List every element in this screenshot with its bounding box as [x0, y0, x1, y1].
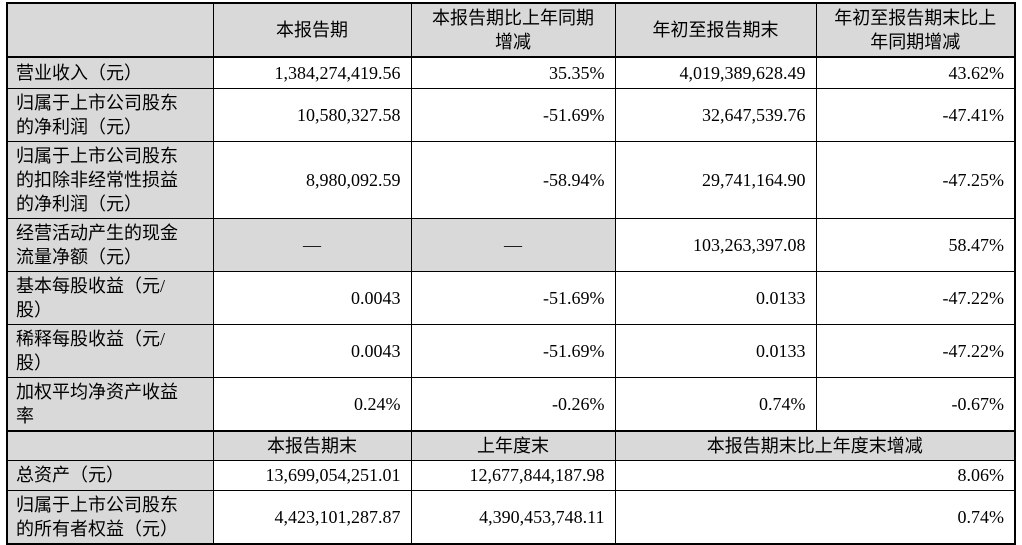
cell-yoy-change: 35.35% — [410, 56, 616, 89]
cell-yoy-change: -0.26% — [410, 376, 616, 431]
table-row-owners-equity: 归属于上市公司股东 的所有者权益（元） 4,423,101,287.87 4,3… — [6, 489, 1016, 544]
cell-period-end: 4,423,101,287.87 — [212, 489, 412, 544]
cell-ytd-yoy-change: -0.67% — [815, 376, 1016, 431]
header-end-vs-prior-change: 本报告期末比上年度末增减 — [614, 429, 1016, 461]
cell-prior-year-end: 12,677,844,187.98 — [410, 459, 616, 491]
table-row-weighted-avg-roe: 加权平均净资产收益 率 0.24% -0.26% 0.74% -0.67% — [6, 376, 1016, 431]
cell-ytd: 4,019,389,628.49 — [614, 56, 817, 89]
header-ytd: 年初至报告期末 — [614, 2, 817, 58]
cell-ytd-yoy-change: 58.47% — [815, 217, 1016, 272]
cell-label: 归属于上市公司股东 的扣除非经常性损益 的净利润（元） — [6, 140, 214, 219]
header-ytd-yoy-change: 年初至报告期末比上 年同期增减 — [815, 2, 1016, 58]
header-row-period: 本报告期 本报告期比上年同期 增减 年初至报告期末 年初至报告期末比上 年同期增… — [6, 2, 1016, 58]
table-row-diluted-eps: 稀释每股收益（元/ 股） 0.0043 -51.69% 0.0133 -47.2… — [6, 323, 1016, 378]
cell-ytd: 29,741,164.90 — [614, 140, 817, 219]
cell-ytd: 0.0133 — [614, 323, 817, 378]
cell-yoy-change: -51.69% — [410, 323, 616, 378]
cell-ytd: 32,647,539.76 — [614, 87, 817, 142]
cell-label: 经营活动产生的现金 流量净额（元） — [6, 217, 214, 272]
cell-period-end: 13,699,054,251.01 — [212, 459, 412, 491]
cell-current-period: 0.0043 — [212, 270, 412, 325]
header-current-period: 本报告期 — [212, 2, 412, 58]
cell-yoy-change: -51.69% — [410, 270, 616, 325]
cell-ytd-yoy-change: -47.25% — [815, 140, 1016, 219]
table-row-operating-cash-flow: 经营活动产生的现金 流量净额（元） — — 103,263,397.08 58.… — [6, 217, 1016, 272]
cell-current-period: 10,580,327.58 — [212, 87, 412, 142]
financial-summary-table: 本报告期 本报告期比上年同期 增减 年初至报告期末 年初至报告期末比上 年同期增… — [6, 2, 1016, 545]
cell-current-period: 0.24% — [212, 376, 412, 431]
financial-summary-table-wrap: 本报告期 本报告期比上年同期 增减 年初至报告期末 年初至报告期末比上 年同期增… — [6, 2, 1016, 545]
header-row-period-end: 本报告期末 上年度末 本报告期末比上年度末增减 — [6, 429, 1016, 461]
cell-end-vs-prior-change: 0.74% — [614, 489, 1016, 544]
cell-ytd-yoy-change: 43.62% — [815, 56, 1016, 89]
cell-ytd-yoy-change: -47.22% — [815, 270, 1016, 325]
table-row-revenue: 营业收入（元） 1,384,274,419.56 35.35% 4,019,38… — [6, 56, 1016, 89]
cell-current-period: 8,980,092.59 — [212, 140, 412, 219]
cell-current-period: 0.0043 — [212, 323, 412, 378]
cell-ytd: 0.74% — [614, 376, 817, 431]
table-row-net-profit-excl-nonrecurring: 归属于上市公司股东 的扣除非经常性损益 的净利润（元） 8,980,092.59… — [6, 140, 1016, 219]
table-row-net-profit: 归属于上市公司股东 的净利润（元） 10,580,327.58 -51.69% … — [6, 87, 1016, 142]
cell-yoy-change: -58.94% — [410, 140, 616, 219]
header-prior-year-end: 上年度末 — [410, 429, 616, 461]
cell-end-vs-prior-change: 8.06% — [614, 459, 1016, 491]
cell-label: 归属于上市公司股东 的所有者权益（元） — [6, 489, 214, 544]
cell-label: 总资产（元） — [6, 459, 214, 491]
cell-ytd: 103,263,397.08 — [614, 217, 817, 272]
cell-ytd-yoy-change: -47.22% — [815, 323, 1016, 378]
cell-yoy-change-dash: — — [410, 217, 616, 272]
cell-yoy-change: -51.69% — [410, 87, 616, 142]
header-period-end: 本报告期末 — [212, 429, 412, 461]
cell-current-period-dash: — — [212, 217, 412, 272]
cell-label: 稀释每股收益（元/ 股） — [6, 323, 214, 378]
header-corner-cell — [6, 2, 214, 58]
cell-label: 营业收入（元） — [6, 56, 214, 89]
cell-current-period: 1,384,274,419.56 — [212, 56, 412, 89]
cell-label: 基本每股收益（元/ 股） — [6, 270, 214, 325]
header-current-period-yoy-change: 本报告期比上年同期 增减 — [410, 2, 616, 58]
cell-ytd-yoy-change: -47.41% — [815, 87, 1016, 142]
cell-label: 加权平均净资产收益 率 — [6, 376, 214, 431]
cell-label: 归属于上市公司股东 的净利润（元） — [6, 87, 214, 142]
cell-prior-year-end: 4,390,453,748.11 — [410, 489, 616, 544]
header2-corner-cell — [6, 429, 214, 461]
cell-ytd: 0.0133 — [614, 270, 817, 325]
table-row-basic-eps: 基本每股收益（元/ 股） 0.0043 -51.69% 0.0133 -47.2… — [6, 270, 1016, 325]
table-row-total-assets: 总资产（元） 13,699,054,251.01 12,677,844,187.… — [6, 459, 1016, 491]
